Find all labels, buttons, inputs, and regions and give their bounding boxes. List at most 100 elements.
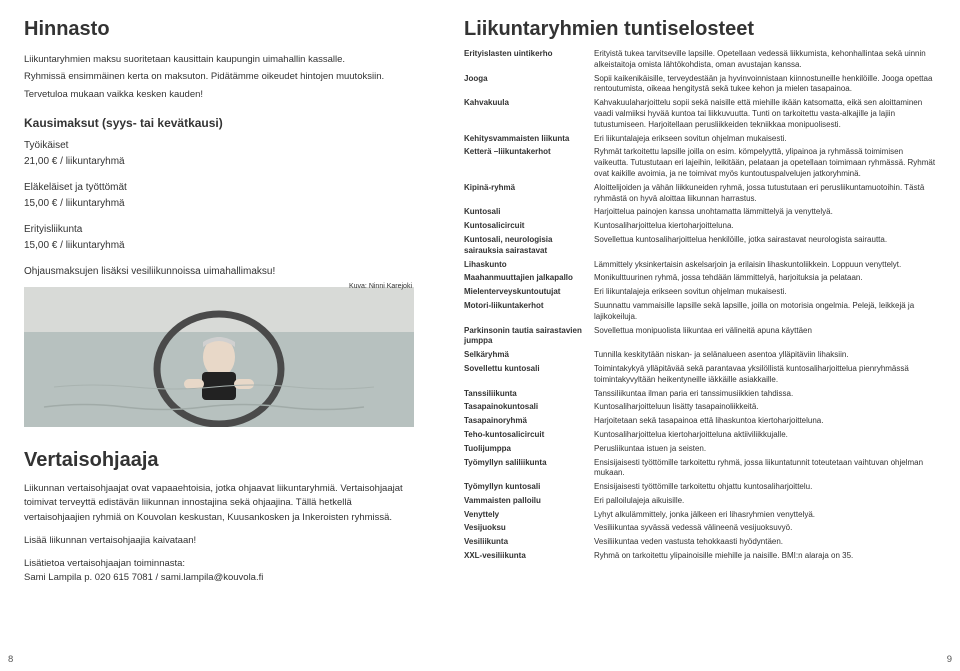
description-definition: Ryhmät tarkoitettu lapsille joilla on es… <box>594 147 936 179</box>
description-definition: Ensisijaisesti työttömille tarkoitettu r… <box>594 458 936 480</box>
description-row: VesiliikuntaVesiliikuntaa veden vastusta… <box>464 537 936 548</box>
description-definition: Sovellettua kuntosaliharjoittelua henkil… <box>594 235 936 257</box>
description-definition: Vesiliikuntaa syvässä vedessä välineenä … <box>594 523 936 534</box>
description-term: Venyttely <box>464 510 594 521</box>
description-term: Lihaskunto <box>464 260 594 271</box>
description-row: Sovellettu kuntosaliToimintakykyä ylläpi… <box>464 364 936 386</box>
description-term: Parkinsonin tautia sairastavien jumppa <box>464 326 594 348</box>
description-definition: Kahvakuulaharjoittelu sopii sekä naisill… <box>594 98 936 130</box>
description-term: Sovellettu kuntosali <box>464 364 594 386</box>
description-term: Vammaisten palloilu <box>464 496 594 507</box>
description-term: Työmyllyn saliliikunta <box>464 458 594 480</box>
description-definition: Erityistä tukea tarvitseville lapsille. … <box>594 49 936 71</box>
description-row: Kehitysvammaisten liikuntaEri liikuntala… <box>464 134 936 145</box>
description-term: Tasapainokuntosali <box>464 402 594 413</box>
description-definition: Suunnattu vammaisille lapsille sekä laps… <box>594 301 936 323</box>
description-row: TasapainoryhmäHarjoitetaan sekä tasapain… <box>464 416 936 427</box>
description-row: Erityislasten uintikerhoErityistä tukea … <box>464 49 936 71</box>
description-definition: Lämmittely yksinkertaisin askelsarjoin j… <box>594 260 936 271</box>
description-definition: Harjoittelua painojen kanssa unohtamatta… <box>594 207 936 218</box>
left-page: Hinnasto Liikuntaryhmien maksu suoriteta… <box>0 0 440 671</box>
description-term: Työmyllyn kuntosali <box>464 482 594 493</box>
description-definition: Sopii kaikenikäisille, terveydestään ja … <box>594 74 936 96</box>
description-term: Motori-liikuntakerhot <box>464 301 594 323</box>
vertais-para: Lisätietoa vertaisohjaajan toiminnasta: … <box>24 557 416 586</box>
description-term: Erityislasten uintikerho <box>464 49 594 71</box>
description-term: Vesijuoksu <box>464 523 594 534</box>
description-row: Maahanmuuttajien jalkapalloMonikulttuuri… <box>464 273 936 284</box>
description-row: Työmyllyn saliliikuntaEnsisijaisesti työ… <box>464 458 936 480</box>
description-definition: Eri liikuntalajeja erikseen sovitun ohje… <box>594 287 936 298</box>
vertais-para: Liikunnan vertaisohjaajat ovat vapaaehto… <box>24 482 416 526</box>
description-definition: Perusliikuntaa istuen ja seisten. <box>594 444 936 455</box>
description-row: KuntosaliHarjoittelua painojen kanssa un… <box>464 207 936 218</box>
group-price: 15,00 € / liikuntaryhmä <box>24 196 416 212</box>
vertaisohjaaja-section: Vertaisohjaaja Liikunnan vertaisohjaajat… <box>24 449 416 586</box>
description-definition: Harjoitetaan sekä tasapainoa että lihask… <box>594 416 936 427</box>
description-row: TanssiliikuntaTanssiliikuntaa ilman pari… <box>464 389 936 400</box>
intro-line: Liikuntaryhmien maksu suoritetaan kausit… <box>24 53 416 67</box>
tuntiselosteet-title: Liikuntaryhmien tuntiselosteet <box>464 18 936 41</box>
description-term: Selkäryhmä <box>464 350 594 361</box>
description-row: Parkinsonin tautia sairastavien jumppaSo… <box>464 326 936 348</box>
description-row: TuolijumppaPerusliikuntaa istuen ja seis… <box>464 444 936 455</box>
description-definition: Aloittelijoiden ja vähän liikkuneiden ry… <box>594 183 936 205</box>
hinnasto-title: Hinnasto <box>24 18 416 41</box>
description-row: Työmyllyn kuntosaliEnsisijaisesti työttö… <box>464 482 936 493</box>
right-page: Liikuntaryhmien tuntiselosteet Erityisla… <box>440 0 960 671</box>
intro-line: Tervetuloa mukaan vaikka kesken kauden! <box>24 88 416 102</box>
vertaisohjaaja-title: Vertaisohjaaja <box>24 449 416 472</box>
description-row: MielenterveyskuntoutujatEri liikuntalaje… <box>464 287 936 298</box>
description-term: Kuntosalicircuit <box>464 221 594 232</box>
description-row: XXL-vesiliikuntaRyhmä on tarkoitettu yli… <box>464 551 936 562</box>
extra-note: Ohjausmaksujen lisäksi vesiliikunnoissa … <box>24 264 416 279</box>
description-row: Motori-liikuntakerhotSuunnattu vammaisil… <box>464 301 936 323</box>
description-term: Teho-kuntosalicircuit <box>464 430 594 441</box>
description-definition: Tanssiliikuntaa ilman paria eri tanssimu… <box>594 389 936 400</box>
description-definition: Toimintakykyä ylläpitävää sekä parantava… <box>594 364 936 386</box>
intro-block: Liikuntaryhmien maksu suoritetaan kausit… <box>24 53 416 102</box>
description-term: Kahvakuula <box>464 98 594 130</box>
vertais-para: Lisää liikunnan vertaisohjaajia kaivataa… <box>24 534 416 549</box>
description-definition: Kuntosaliharjoittelua kiertoharjoittelun… <box>594 221 936 232</box>
group-price: 21,00 € / liikuntaryhmä <box>24 154 416 170</box>
intro-line: Ryhmissä ensimmäinen kerta on maksuton. … <box>24 70 416 84</box>
price-group: Erityisliikunta 15,00 € / liikuntaryhmä <box>24 222 416 254</box>
description-definition: Sovellettua monipuolista liikuntaa eri v… <box>594 326 936 348</box>
description-term: XXL-vesiliikunta <box>464 551 594 562</box>
group-price: 15,00 € / liikuntaryhmä <box>24 238 416 254</box>
description-row: Vammaisten palloiluEri palloilulajeja ai… <box>464 496 936 507</box>
description-row: SelkäryhmäTunnilla keskitytään niskan- j… <box>464 350 936 361</box>
description-term: Tasapainoryhmä <box>464 416 594 427</box>
description-term: Vesiliikunta <box>464 537 594 548</box>
description-term: Mielenterveyskuntoutujat <box>464 287 594 298</box>
description-row: Teho-kuntosalicircuitKuntosaliharjoittel… <box>464 430 936 441</box>
description-definition: Kuntosaliharjoitteluun lisätty tasapaino… <box>594 402 936 413</box>
description-row: VenyttelyLyhyt alkulämmittely, jonka jäl… <box>464 510 936 521</box>
description-row: KahvakuulaKahvakuulaharjoittelu sopii se… <box>464 98 936 130</box>
description-definition: Lyhyt alkulämmittely, jonka jälkeen eri … <box>594 510 936 521</box>
description-term: Tanssiliikunta <box>464 389 594 400</box>
group-name: Työikäiset <box>24 138 416 154</box>
description-definition: Vesiliikuntaa veden vastusta tehokkaasti… <box>594 537 936 548</box>
description-definition: Ryhmä on tarkoitettu ylipainoisille mieh… <box>594 551 936 562</box>
description-term: Kuntosali, neurologisia sairauksia saira… <box>464 235 594 257</box>
description-definition: Eri liikuntalajeja erikseen sovitun ohje… <box>594 134 936 145</box>
description-term: Tuolijumppa <box>464 444 594 455</box>
season-heading: Kausimaksut (syys- tai kevätkausi) <box>24 116 416 130</box>
page-number: 8 <box>8 654 13 665</box>
photo-credit: Kuva: Ninni Karejoki <box>349 283 412 290</box>
price-group: Eläkeläiset ja työttömät 15,00 € / liiku… <box>24 180 416 212</box>
description-term: Kipinä-ryhmä <box>464 183 594 205</box>
description-row: LihaskuntoLämmittely yksinkertaisin aske… <box>464 260 936 271</box>
description-list: Erityislasten uintikerhoErityistä tukea … <box>464 49 936 562</box>
description-term: Maahanmuuttajien jalkapallo <box>464 273 594 284</box>
description-definition: Tunnilla keskitytään niskan- ja selänalu… <box>594 350 936 361</box>
description-row: KuntosalicircuitKuntosaliharjoittelua ki… <box>464 221 936 232</box>
description-definition: Monikulttuurinen ryhmä, jossa tehdään lä… <box>594 273 936 284</box>
description-row: Ketterä –liikuntakerhotRyhmät tarkoitett… <box>464 147 936 179</box>
description-term: Kehitysvammaisten liikunta <box>464 134 594 145</box>
description-row: JoogaSopii kaikenikäisille, terveydestää… <box>464 74 936 96</box>
description-term: Ketterä –liikuntakerhot <box>464 147 594 179</box>
pool-photo: Kuva: Ninni Karejoki <box>24 287 414 427</box>
